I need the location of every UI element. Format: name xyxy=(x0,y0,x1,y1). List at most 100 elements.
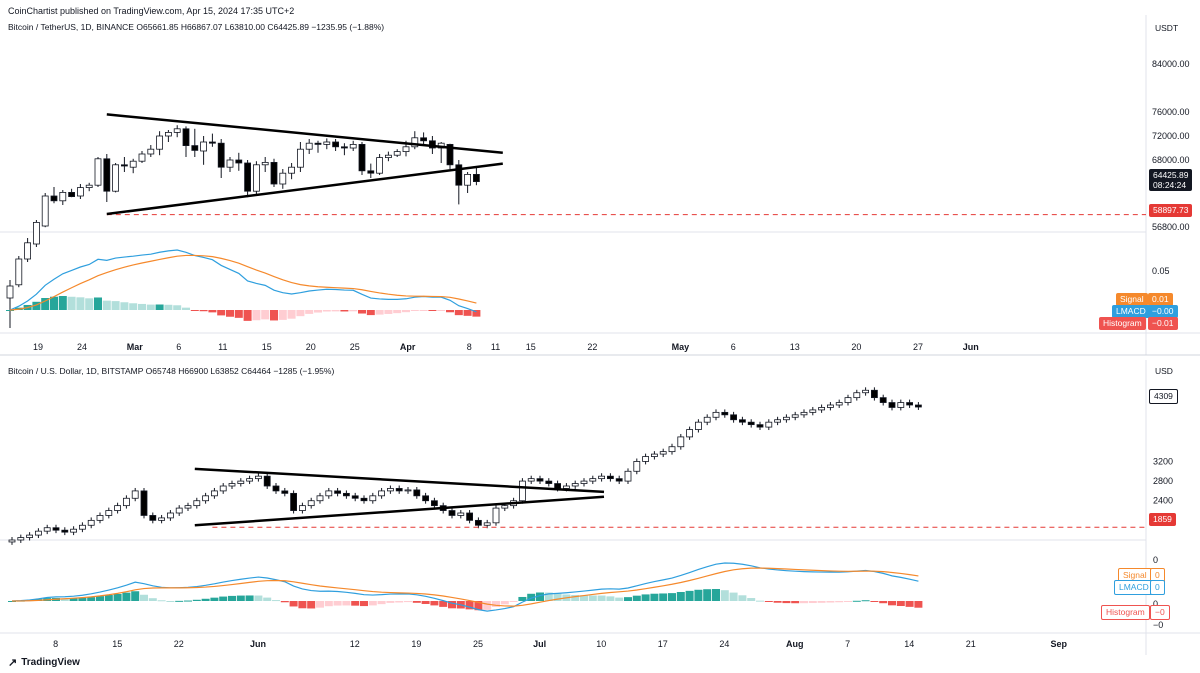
bottom-candle-body xyxy=(827,404,834,408)
top-signal-name: Signal xyxy=(1120,294,1144,304)
top-x-axis: 19 24 Mar 6 11 15 20 25 Apr 8 11 15 22 May 6 13 20 27 Jun xyxy=(33,342,979,352)
bottom-hist-label: Histogram xyxy=(1101,605,1150,620)
bottom-hist-bar xyxy=(439,601,448,607)
bottom-hist-bar xyxy=(588,595,597,601)
bottom-candle-body xyxy=(835,402,843,406)
bottom-wedge-upper xyxy=(194,467,605,494)
bottom-hist-bar xyxy=(852,600,861,602)
top-hist-bar xyxy=(199,310,208,312)
top-hist-bar xyxy=(305,310,314,314)
top-hist-bar xyxy=(375,310,384,315)
bottom-hist-bar xyxy=(228,595,236,601)
bottom-hist-bar xyxy=(298,601,307,609)
top-signal-value: 0.01 xyxy=(1148,293,1173,306)
top-x-tick: Mar xyxy=(127,342,144,352)
top-candle-body xyxy=(50,195,58,202)
bottom-candle-body xyxy=(114,505,121,511)
bottom-candle-body xyxy=(281,490,289,494)
bottom-candle-body xyxy=(360,497,368,502)
bottom-candle-body xyxy=(351,495,359,499)
bottom-hist-bar xyxy=(131,591,140,601)
bottom-y-tick: 2800 xyxy=(1153,476,1173,486)
bottom-macd-y-tick: 0 xyxy=(1153,599,1158,609)
bottom-hist-bar xyxy=(879,601,888,604)
bottom-macd-y-tick: −0 xyxy=(1153,620,1163,630)
top-hist-bar xyxy=(419,310,428,311)
bottom-x-tick: 12 xyxy=(350,639,360,649)
top-macd-y-tick: 0.05 xyxy=(1152,266,1170,276)
top-hist-bar xyxy=(129,303,138,310)
bottom-hist-bar xyxy=(606,596,615,601)
tradingview-logo[interactable]: ↗ TradingView xyxy=(8,656,80,669)
top-wedge-lines xyxy=(106,113,1146,216)
bottom-candle-body xyxy=(818,407,825,411)
top-hist-bar xyxy=(322,310,331,312)
bottom-candle-body xyxy=(519,480,526,502)
bottom-candle-body xyxy=(325,490,333,497)
top-x-tick: 15 xyxy=(262,342,272,352)
top-candle-body xyxy=(121,164,128,167)
bottom-hist-bar xyxy=(351,601,360,606)
top-x-tick: 11 xyxy=(491,342,500,352)
bottom-hist-bar xyxy=(624,597,632,601)
top-y-tick: 56800.00 xyxy=(1152,222,1190,232)
top-hist-bar xyxy=(67,296,76,310)
bottom-hist-bar xyxy=(157,600,166,602)
bottom-hist-bar xyxy=(553,593,562,601)
top-hist-bar xyxy=(173,305,182,310)
bottom-candle-body xyxy=(501,505,509,509)
top-hist-label: Histogram xyxy=(1099,317,1146,330)
bottom-hist-bar xyxy=(641,594,650,601)
bottom-candle-body xyxy=(422,495,430,502)
bottom-hist-bar xyxy=(148,598,157,601)
top-hist-bar xyxy=(384,310,393,314)
bottom-candle-body xyxy=(8,539,16,543)
top-candle-body xyxy=(384,154,392,158)
bottom-hist-bar xyxy=(888,601,896,606)
bottom-hist-bar xyxy=(254,595,263,601)
bottom-hist-bar xyxy=(659,593,668,601)
bottom-candle-body xyxy=(695,421,702,430)
bottom-candle-body xyxy=(642,456,649,462)
bottom-hist-bar xyxy=(800,601,808,604)
bottom-hist-bar xyxy=(386,601,395,603)
bottom-candle-body xyxy=(730,414,737,421)
bottom-hist-bar xyxy=(210,597,219,601)
top-candle-body xyxy=(235,159,243,164)
bottom-x-tick: 14 xyxy=(904,639,914,649)
top-candle-body xyxy=(147,148,155,155)
top-candle-body xyxy=(6,285,14,299)
top-y-tick: 84000.00 xyxy=(1152,59,1190,69)
top-signal-label: Signal xyxy=(1116,293,1148,306)
bottom-candle-body xyxy=(783,416,790,421)
bottom-hist-bar xyxy=(8,601,16,602)
top-hist-bar xyxy=(155,304,164,310)
bottom-candle-body xyxy=(879,397,887,403)
bottom-candle-body xyxy=(404,489,412,492)
bottom-candle-body xyxy=(149,515,157,521)
bottom-x-tick: Jul xyxy=(533,639,546,649)
bottom-hist-bar xyxy=(544,592,553,601)
bottom-wedge-lines xyxy=(194,467,1146,528)
bottom-hist-bar xyxy=(817,601,826,603)
top-hist-bar xyxy=(349,310,358,312)
bottom-candle-body xyxy=(862,389,869,394)
bottom-candle-body xyxy=(43,527,51,532)
top-candle-body xyxy=(332,141,340,148)
bottom-candle-body xyxy=(123,497,130,507)
bottom-candle-body xyxy=(703,416,711,423)
top-x-tick: May xyxy=(672,342,690,352)
top-candle-body xyxy=(393,151,401,156)
top-x-tick: 6 xyxy=(731,342,736,352)
bottom-macd-panel: 0 0 0 −0 xyxy=(8,555,1163,630)
bottom-candle-body xyxy=(246,478,254,482)
bottom-candle-body xyxy=(210,490,218,497)
top-macd-line xyxy=(9,249,477,313)
top-candle-body xyxy=(41,195,49,227)
bottom-candle-body xyxy=(158,517,166,521)
bottom-hist-bar xyxy=(808,601,817,604)
bottom-hist-bar xyxy=(78,597,87,601)
bottom-hist-value: −0 xyxy=(1150,605,1170,620)
top-candle-body xyxy=(296,148,304,168)
